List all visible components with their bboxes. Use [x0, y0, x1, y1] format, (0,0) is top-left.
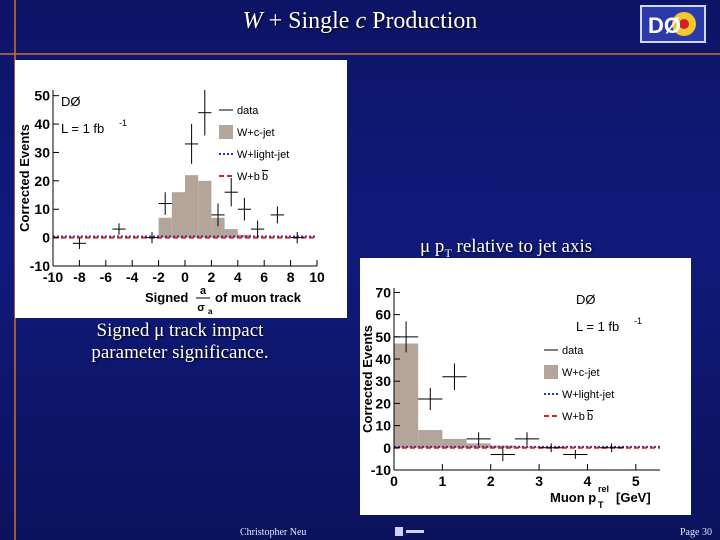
wc-bar [171, 192, 185, 238]
x-axis-label-subscript: T [598, 500, 604, 510]
x-tick-label: -2 [152, 269, 165, 285]
x-axis-label-denominator-sub: a [208, 307, 213, 316]
x-tick-label: 0 [390, 473, 398, 489]
y-tick-label: 30 [34, 144, 50, 160]
y-tick-label: 40 [34, 116, 50, 132]
y-tick-label: -10 [371, 462, 391, 478]
x-tick-label: 2 [208, 269, 216, 285]
x-tick-label: 4 [584, 473, 592, 489]
caption-right: μ pT relative to jet axis [420, 236, 593, 260]
x-tick-label: -4 [126, 269, 139, 285]
footer-icon [395, 526, 425, 540]
svg-text:DØ: DØ [648, 13, 681, 38]
x-axis-label: Muon p [550, 490, 596, 505]
y-tick-label: -10 [30, 258, 50, 274]
lumi-superscript: -1 [634, 316, 642, 326]
legend-wbb-label: W+b [237, 171, 260, 183]
x-axis-label-superscript: rel [598, 484, 609, 494]
x-axis-label-end: of muon track [215, 290, 302, 305]
legend-wlight-label: W+light-jet [562, 389, 614, 401]
x-tick-label: 5 [632, 473, 640, 489]
x-tick-label: 3 [535, 473, 543, 489]
d0-logo-icon: DØ [642, 7, 704, 41]
y-tick-label: 10 [34, 201, 50, 217]
x-axis-label-denominator: σ [197, 302, 205, 314]
caption-left: Signed μ track impact parameter signific… [91, 320, 269, 363]
y-tick-label: 0 [42, 230, 50, 246]
y-tick-label: 20 [34, 173, 50, 189]
legend-wbb-label: W+b [562, 411, 585, 423]
x-axis-label-end: [GeV] [616, 490, 651, 505]
x-tick-label: 6 [260, 269, 268, 285]
y-tick-label: 10 [375, 418, 391, 434]
lumi-superscript: -1 [119, 118, 127, 128]
y-tick-label: 70 [375, 284, 391, 300]
x-tick-label: 10 [309, 269, 325, 285]
legend-wbb-label-bbar: b [262, 171, 268, 183]
footer-page: Page 30 [680, 527, 712, 538]
legend-wc-mark [544, 365, 558, 379]
lumi-label: L = 1 fb [576, 319, 619, 334]
x-axis-label: Signed [145, 290, 188, 305]
experiment-label: DØ [61, 94, 81, 109]
experiment-label: DØ [576, 292, 596, 307]
wc-bar [198, 180, 212, 238]
y-tick-label: 20 [375, 395, 391, 411]
y-tick-label: 0 [383, 440, 391, 456]
wc-bar [224, 229, 238, 238]
lumi-label: L = 1 fb [61, 121, 104, 136]
slide-frame-horizontal [0, 53, 720, 55]
y-axis-label: Corrected Events [360, 325, 375, 433]
legend-wc-label: W+c-jet [562, 367, 600, 379]
y-tick-label: 60 [375, 307, 391, 323]
x-axis-label-numerator: a [200, 285, 207, 297]
footer-author: Christopher Neu [240, 527, 307, 538]
wc-bar [185, 175, 199, 238]
legend-wbb-label-bbar: b [587, 411, 593, 423]
y-tick-label: 40 [375, 351, 391, 367]
y-tick-label: 50 [34, 88, 50, 104]
x-tick-label: -10 [43, 269, 63, 285]
y-tick-label: 30 [375, 373, 391, 389]
wc-bar [394, 343, 419, 448]
legend-wlight-label: W+light-jet [237, 149, 289, 161]
ip-significance-plot: -10 0 10 20 30 40 50 -10 -8 -6 -4 -2 0 2 4 6 8 10 Correcte… [15, 60, 347, 318]
legend-data-label: data [562, 345, 584, 357]
legend-wc-label: W+c-jet [237, 127, 275, 139]
x-tick-label: 4 [234, 269, 242, 285]
x-tick-label: 2 [487, 473, 495, 489]
muon-ptrel-plot: -10 0 10 20 30 40 50 60 70 0 1 2 3 4 5 Corrected Events… [360, 258, 691, 515]
wc-bar [158, 217, 172, 238]
y-axis-label: Corrected Events [17, 124, 32, 232]
legend-data-label: data [237, 105, 259, 117]
wc-bar [237, 234, 251, 238]
x-tick-label: 1 [438, 473, 446, 489]
x-tick-label: 0 [181, 269, 189, 285]
wc-bar [418, 430, 443, 448]
d0-logo: DØ [640, 5, 706, 43]
x-tick-label: -6 [100, 269, 113, 285]
x-tick-label: -8 [73, 269, 86, 285]
wc-bar [442, 438, 467, 448]
x-tick-label: 8 [287, 269, 295, 285]
y-tick-label: 50 [375, 329, 391, 345]
legend-wc-mark [219, 125, 233, 139]
footer-logo-icon [395, 527, 424, 536]
slide-title: W + Single c Production [242, 8, 478, 34]
wc-bar [211, 217, 225, 238]
